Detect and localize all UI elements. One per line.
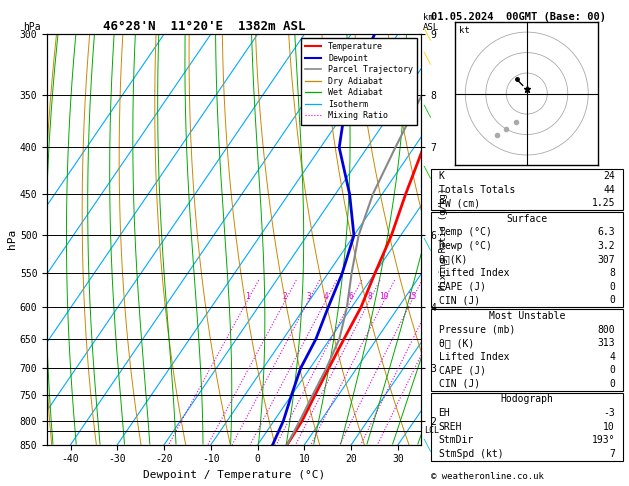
Text: PW (cm): PW (cm)	[438, 198, 480, 208]
Text: 3.2: 3.2	[598, 241, 615, 251]
Text: 8: 8	[609, 268, 615, 278]
Text: CAPE (J): CAPE (J)	[438, 282, 486, 292]
Text: hPa: hPa	[23, 22, 40, 32]
Text: ╲: ╲	[423, 28, 430, 40]
Text: 4: 4	[323, 292, 328, 301]
Text: Dewp (°C): Dewp (°C)	[438, 241, 491, 251]
Text: 0: 0	[609, 282, 615, 292]
Text: CAPE (J): CAPE (J)	[438, 365, 486, 375]
Text: LCL: LCL	[424, 426, 439, 435]
Text: ╲: ╲	[423, 438, 430, 451]
Text: ╲: ╲	[423, 104, 430, 117]
Text: 0: 0	[609, 379, 615, 389]
Text: 10: 10	[603, 422, 615, 432]
Text: Lifted Index: Lifted Index	[438, 352, 509, 362]
Text: -3: -3	[603, 408, 615, 418]
Text: 4: 4	[609, 352, 615, 362]
Text: 0: 0	[609, 365, 615, 375]
Text: 15: 15	[407, 292, 416, 301]
Text: K: K	[438, 171, 445, 181]
Text: © weatheronline.co.uk: © weatheronline.co.uk	[431, 472, 543, 481]
Text: Surface: Surface	[506, 214, 547, 224]
Text: 44: 44	[603, 185, 615, 194]
Text: 2: 2	[283, 292, 287, 301]
Text: kt: kt	[459, 26, 470, 35]
Text: 01.05.2024  00GMT (Base: 00): 01.05.2024 00GMT (Base: 00)	[431, 12, 606, 22]
Text: Temp (°C): Temp (°C)	[438, 227, 491, 237]
Text: SREH: SREH	[438, 422, 462, 432]
Text: Most Unstable: Most Unstable	[489, 311, 565, 321]
Text: StmDir: StmDir	[438, 435, 474, 445]
Text: 313: 313	[598, 338, 615, 348]
Text: km
ASL: km ASL	[423, 13, 440, 32]
Text: EH: EH	[438, 408, 450, 418]
Text: Hodograph: Hodograph	[500, 395, 554, 404]
Text: θᴇ (K): θᴇ (K)	[438, 338, 474, 348]
Text: 193°: 193°	[591, 435, 615, 445]
Text: 8: 8	[367, 292, 372, 301]
Text: 7: 7	[609, 449, 615, 459]
Text: 24: 24	[603, 171, 615, 181]
Text: 10: 10	[379, 292, 389, 301]
Text: 307: 307	[598, 255, 615, 264]
X-axis label: Dewpoint / Temperature (°C): Dewpoint / Temperature (°C)	[143, 470, 325, 480]
Text: ╲: ╲	[423, 165, 430, 178]
Title: 46°28'N  11°20'E  1382m ASL: 46°28'N 11°20'E 1382m ASL	[103, 20, 306, 33]
Text: θᴇ(K): θᴇ(K)	[438, 255, 468, 264]
Text: StmSpd (kt): StmSpd (kt)	[438, 449, 503, 459]
Text: 1: 1	[245, 292, 250, 301]
Y-axis label: Mixing Ratio (g/kg): Mixing Ratio (g/kg)	[439, 188, 448, 291]
Text: CIN (J): CIN (J)	[438, 295, 480, 305]
Text: 1.25: 1.25	[591, 198, 615, 208]
Y-axis label: hPa: hPa	[7, 229, 17, 249]
Text: 0: 0	[609, 295, 615, 305]
Legend: Temperature, Dewpoint, Parcel Trajectory, Dry Adiabat, Wet Adiabat, Isotherm, Mi: Temperature, Dewpoint, Parcel Trajectory…	[301, 38, 417, 124]
Text: Totals Totals: Totals Totals	[438, 185, 515, 194]
Text: ╲: ╲	[423, 52, 430, 64]
Text: CIN (J): CIN (J)	[438, 379, 480, 389]
Text: Pressure (mb): Pressure (mb)	[438, 325, 515, 334]
Text: Lifted Index: Lifted Index	[438, 268, 509, 278]
Text: 6: 6	[348, 292, 353, 301]
Text: 800: 800	[598, 325, 615, 334]
Text: 3: 3	[306, 292, 311, 301]
Text: ╲: ╲	[423, 237, 430, 250]
Text: 6.3: 6.3	[598, 227, 615, 237]
